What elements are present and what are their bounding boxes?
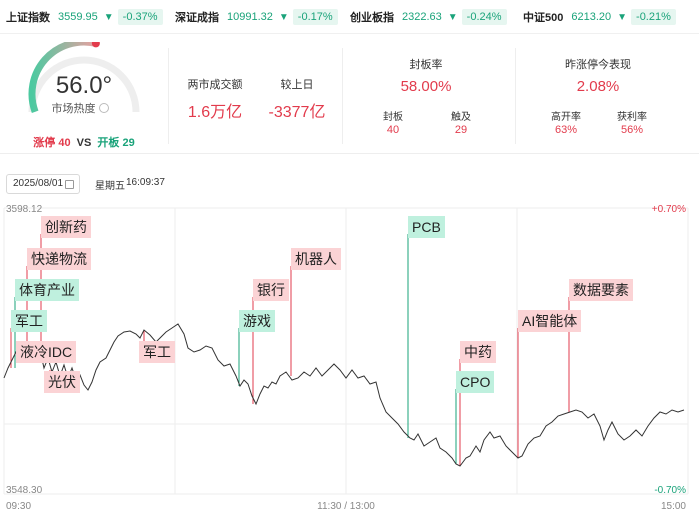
touched-value: 29 (454, 124, 468, 136)
calendar-icon[interactable] (65, 180, 74, 189)
index-name: 深证成指 (175, 12, 219, 24)
index-value: 10991.32 (227, 11, 273, 23)
x-axis-end-label: 15:00 (661, 501, 686, 512)
yesterday-value: 2.08% (576, 78, 620, 95)
high-open-value: 63% (554, 124, 578, 136)
divider (168, 48, 169, 144)
index-change: -0.21% (631, 9, 676, 25)
y-axis-bottom-label: 3548.30 (6, 485, 43, 496)
profit-label: 获利率 (617, 112, 647, 123)
index-change: -0.17% (292, 9, 338, 25)
index-chinext[interactable]: 创业板指 2322.63 ▼ -0.24% (350, 9, 507, 25)
sector-tag[interactable]: CPO (456, 371, 495, 393)
intraday-chart[interactable]: 3598.12 3548.30 +0.70% -0.70% 09:30 11:3… (0, 200, 699, 524)
sector-tag[interactable]: 液冷IDC (16, 341, 77, 363)
heat-label: 市场热度 (14, 100, 146, 116)
vs-label: VS (76, 137, 92, 149)
info-icon[interactable] (98, 103, 109, 113)
sealed-value: 40 (386, 124, 400, 136)
yesterday-label: 昨涨停今表现 (565, 59, 631, 71)
heat-label-text: 市场热度 (51, 103, 96, 115)
divider (515, 48, 516, 144)
date-picker[interactable]: 2025/08/01 (6, 174, 80, 194)
sector-tag[interactable]: 创新药 (41, 216, 91, 238)
index-shenzhen[interactable]: 深证成指 10991.32 ▼ -0.17% (175, 9, 338, 25)
high-open-label: 高开率 (551, 112, 581, 123)
index-name: 创业板指 (350, 12, 394, 24)
date-row: 2025/08/01 星期五 16:09:37 (0, 154, 699, 200)
chart-canvas: 3598.12 3548.30 +0.70% -0.70% 09:30 11:3… (3, 204, 689, 512)
limit-open-count: 29 (122, 137, 135, 149)
clock-time: 16:09:37 (126, 177, 165, 188)
touched-label: 触及 (451, 112, 471, 123)
turnover-label: 两市成交额 (187, 79, 243, 91)
turnover-value: 1.6万亿 (187, 104, 243, 121)
divider (342, 48, 343, 144)
down-arrow-icon: ▼ (278, 11, 289, 23)
sector-tag[interactable]: PCB (408, 216, 445, 238)
index-change: -0.37% (117, 9, 163, 25)
down-arrow-icon: ▼ (103, 11, 114, 23)
down-arrow-icon: ▼ (447, 11, 458, 23)
x-axis-start-label: 09:30 (6, 501, 31, 512)
pct-top-label: +0.70% (652, 204, 686, 215)
down-arrow-icon: ▼ (617, 11, 628, 23)
sector-tag[interactable]: 游戏 (239, 310, 275, 332)
heat-gauge: 56.0° 市场热度 涨停 40 VS 开板 29 (14, 42, 154, 150)
sector-tag[interactable]: 体育产业 (15, 279, 79, 301)
sector-tag[interactable]: 快递物流 (27, 248, 91, 270)
index-value: 3559.95 (58, 11, 98, 23)
index-value: 6213.20 (571, 11, 612, 23)
pct-bottom-label: -0.70% (654, 485, 686, 496)
market-stats-panel: 56.0° 市场热度 涨停 40 VS 开板 29 两市成交额 1.6万亿 较上… (0, 34, 699, 154)
sector-tag[interactable]: 数据要素 (569, 279, 633, 301)
limit-up-label: 涨停 (33, 137, 56, 149)
sector-tag[interactable]: 军工 (139, 341, 175, 363)
y-axis-top-label: 3598.12 (6, 204, 43, 215)
sector-tag[interactable]: 银行 (253, 279, 289, 301)
sector-tag[interactable]: 机器人 (291, 248, 341, 270)
date-value: 2025/08/01 (13, 178, 64, 189)
x-axis-mid-label: 11:30 / 13:00 (317, 501, 375, 512)
compare-value: -3377亿 (268, 104, 326, 121)
sealed-label: 封板 (383, 112, 403, 123)
index-value: 2322.63 (402, 11, 442, 23)
weekday: 星期五 (95, 181, 125, 192)
chart-grid (3, 207, 689, 495)
heat-gauge-arc (28, 42, 140, 113)
index-name: 中证500 (523, 12, 564, 24)
seal-rate-label: 封板率 (409, 59, 443, 71)
profit-value: 56% (620, 124, 644, 136)
limit-open-label: 开板 (97, 137, 120, 149)
index-bar: 上证指数 3559.95 ▼ -0.37% 深证成指 10991.32 ▼ -0… (0, 0, 699, 34)
sector-tag[interactable]: 光伏 (44, 371, 80, 393)
index-name: 上证指数 (6, 12, 50, 24)
limit-summary: 涨停 40 VS 开板 29 (14, 134, 154, 150)
heat-value: 56.0° (55, 72, 113, 99)
sector-tag[interactable]: 军工 (11, 310, 47, 332)
seal-rate-value: 58.00% (400, 78, 452, 95)
limit-up-count: 40 (58, 137, 71, 149)
index-change: -0.24% (461, 9, 507, 25)
compare-label: 较上日 (280, 79, 314, 91)
price-line (3, 323, 685, 467)
index-shanghai[interactable]: 上证指数 3559.95 ▼ -0.37% (6, 9, 163, 25)
sector-tag[interactable]: AI智能体 (518, 310, 582, 332)
index-csi500[interactable]: 中证500 6213.20 ▼ -0.21% (523, 9, 676, 25)
sector-tag[interactable]: 中药 (460, 341, 496, 363)
